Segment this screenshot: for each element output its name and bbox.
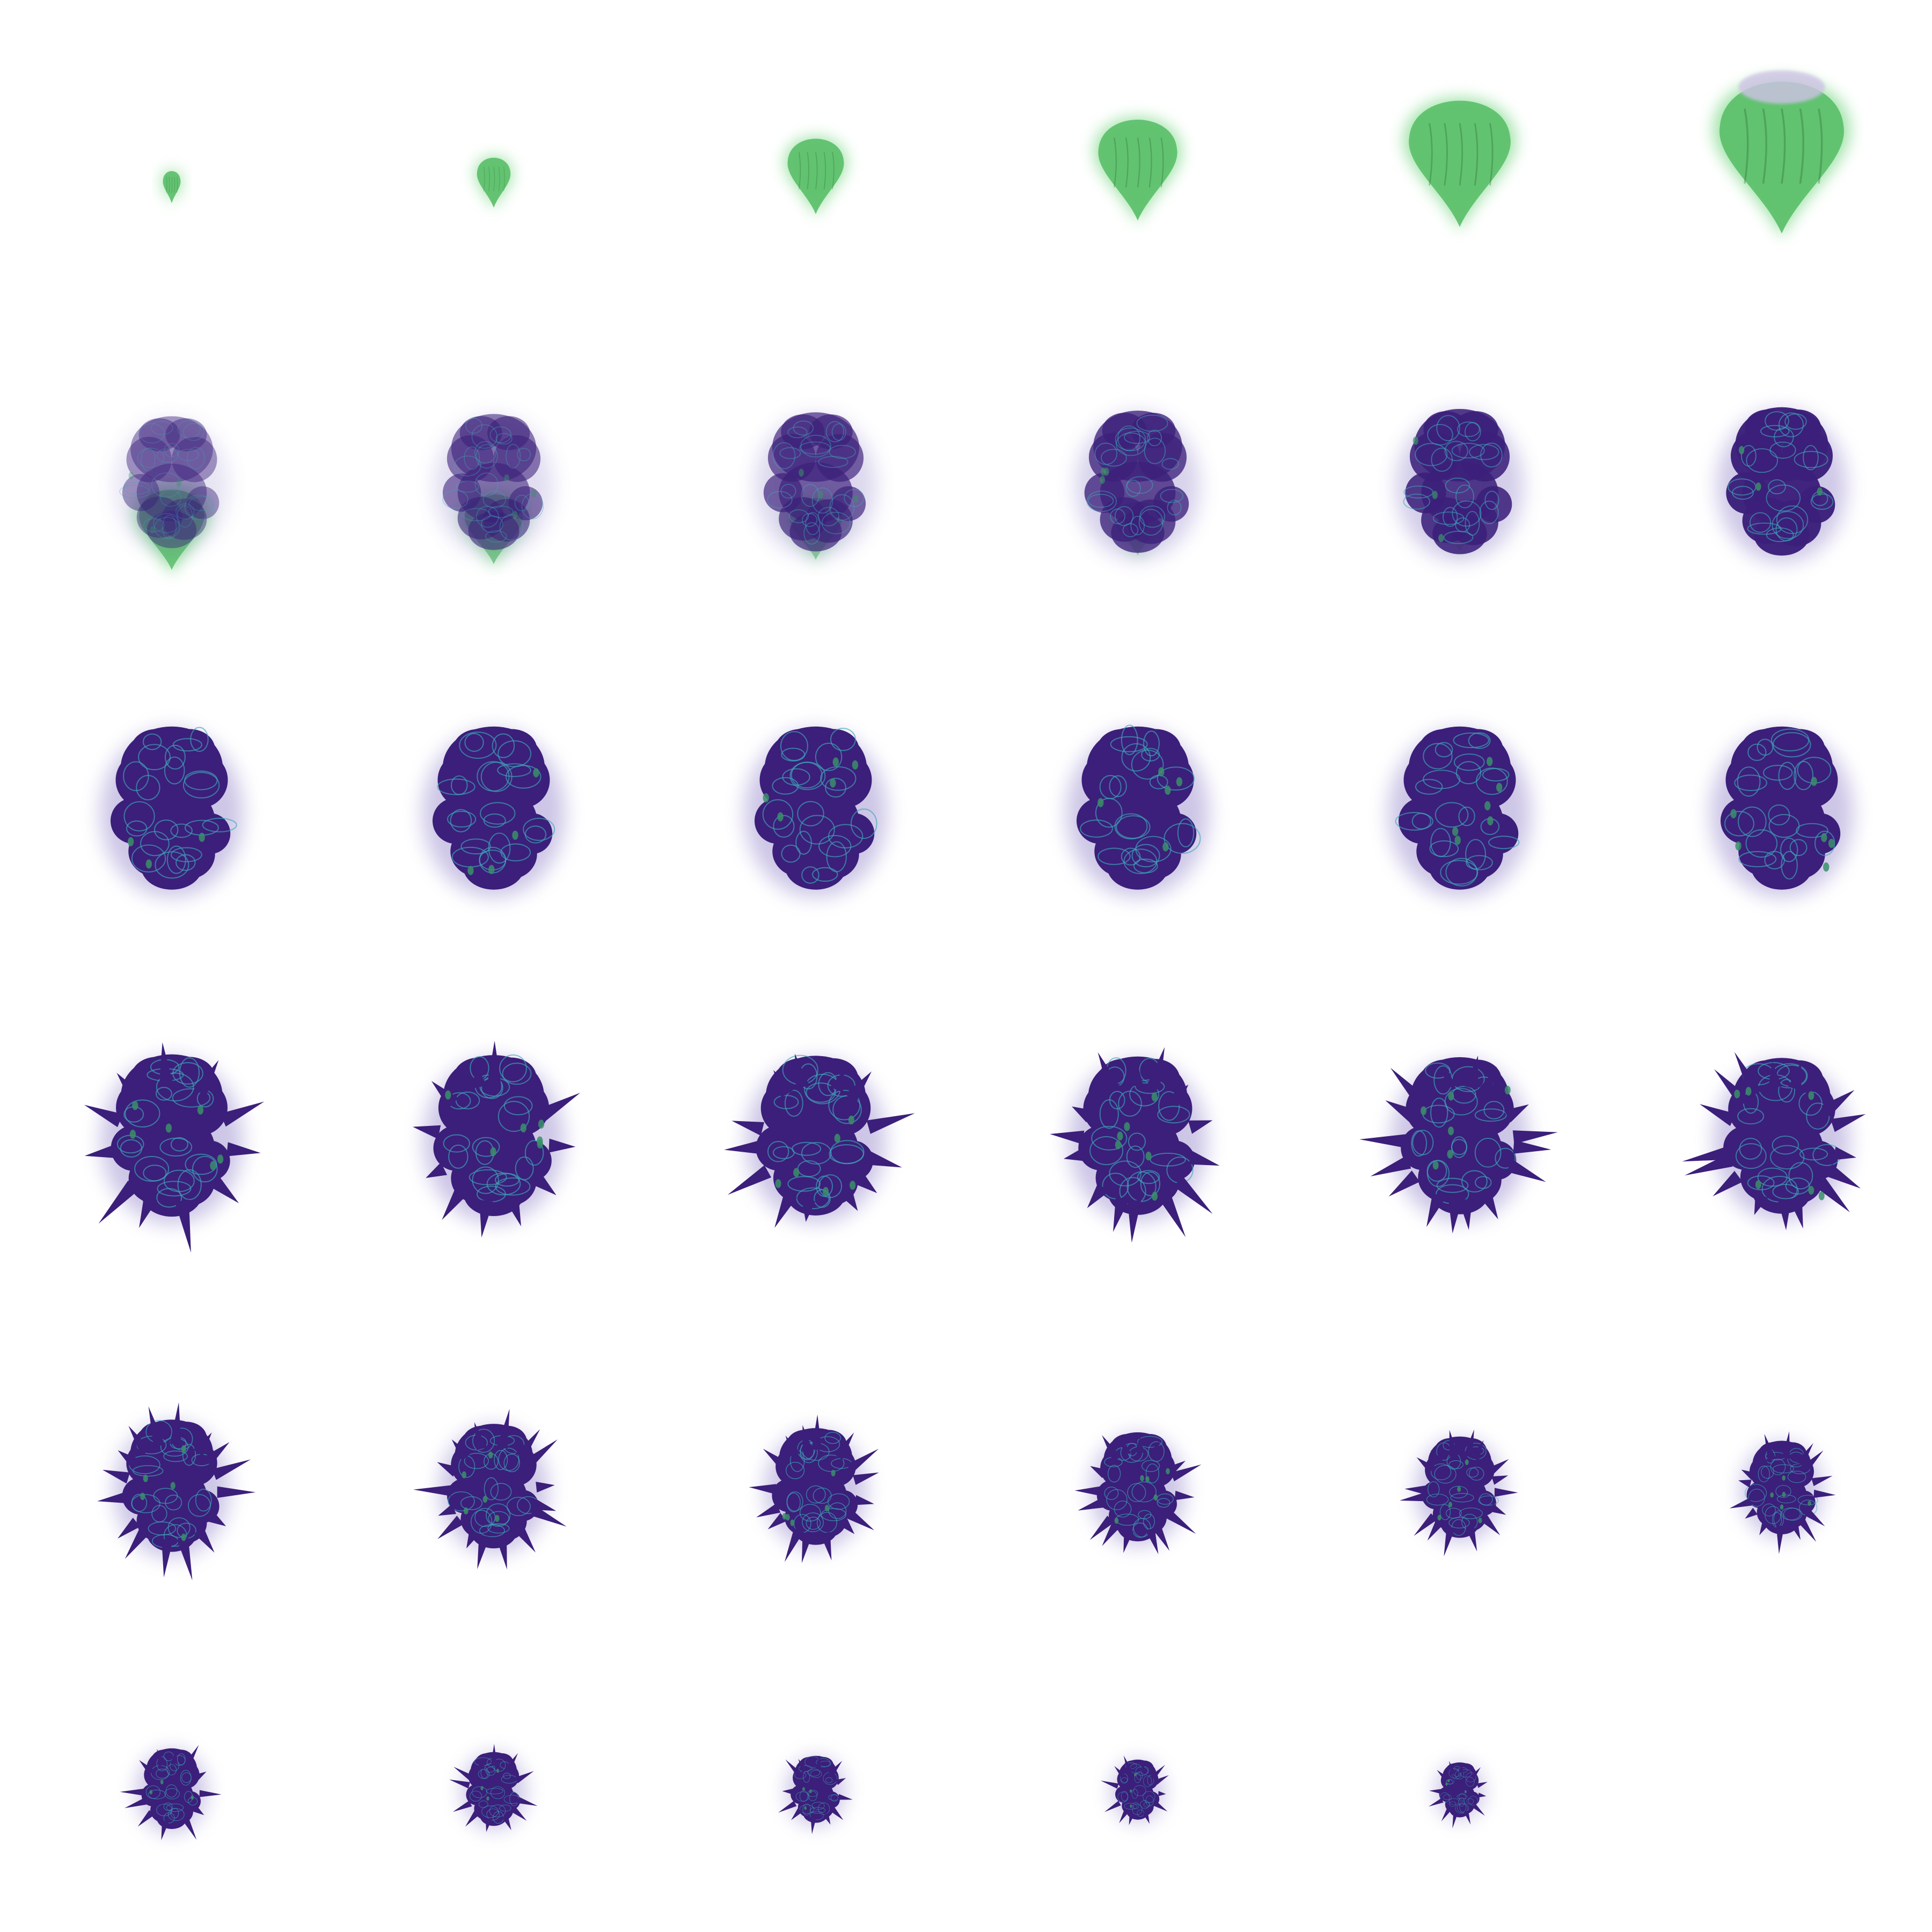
drop-frame [1403, 98, 1516, 231]
bloom-frame [100, 726, 243, 897]
shrink-frame [413, 1409, 567, 1570]
shrink-frame [1074, 1432, 1202, 1555]
drop-frame [1094, 117, 1181, 224]
bloom-frame [1388, 726, 1531, 897]
bloom-frame [1710, 726, 1853, 897]
transform-frame [1075, 411, 1200, 560]
transform-frame [434, 414, 553, 568]
drop-frame [162, 170, 182, 204]
fade-frame [778, 1755, 853, 1834]
frames-layer [84, 70, 1866, 1840]
shrink-frame [97, 1402, 256, 1580]
transform-frame [755, 412, 877, 564]
shrink-frame [1400, 1429, 1518, 1557]
transform-frame [1717, 407, 1847, 563]
shrink-frame [749, 1414, 879, 1563]
splatter-frame [1359, 1055, 1558, 1234]
bloom-frame [1066, 724, 1209, 897]
splatter-frame [1682, 1052, 1866, 1231]
drop-frame [785, 137, 847, 216]
fade-frame [120, 1745, 222, 1840]
splatter-frame [413, 1041, 581, 1238]
bloom-frame [422, 726, 565, 897]
shrink-frame [1729, 1431, 1836, 1554]
transform-frame [114, 416, 230, 575]
drop-frame [475, 156, 513, 209]
fade-frame [1429, 1761, 1488, 1829]
splatter-frame [84, 1042, 265, 1253]
splatter-frame [724, 1053, 915, 1228]
splatter-frame [1050, 1047, 1220, 1243]
fade-frame [449, 1744, 538, 1832]
drop-frame [1713, 70, 1850, 238]
transform-frame [1396, 408, 1524, 561]
bloom-frame [744, 726, 887, 897]
fade-frame [1100, 1755, 1169, 1825]
